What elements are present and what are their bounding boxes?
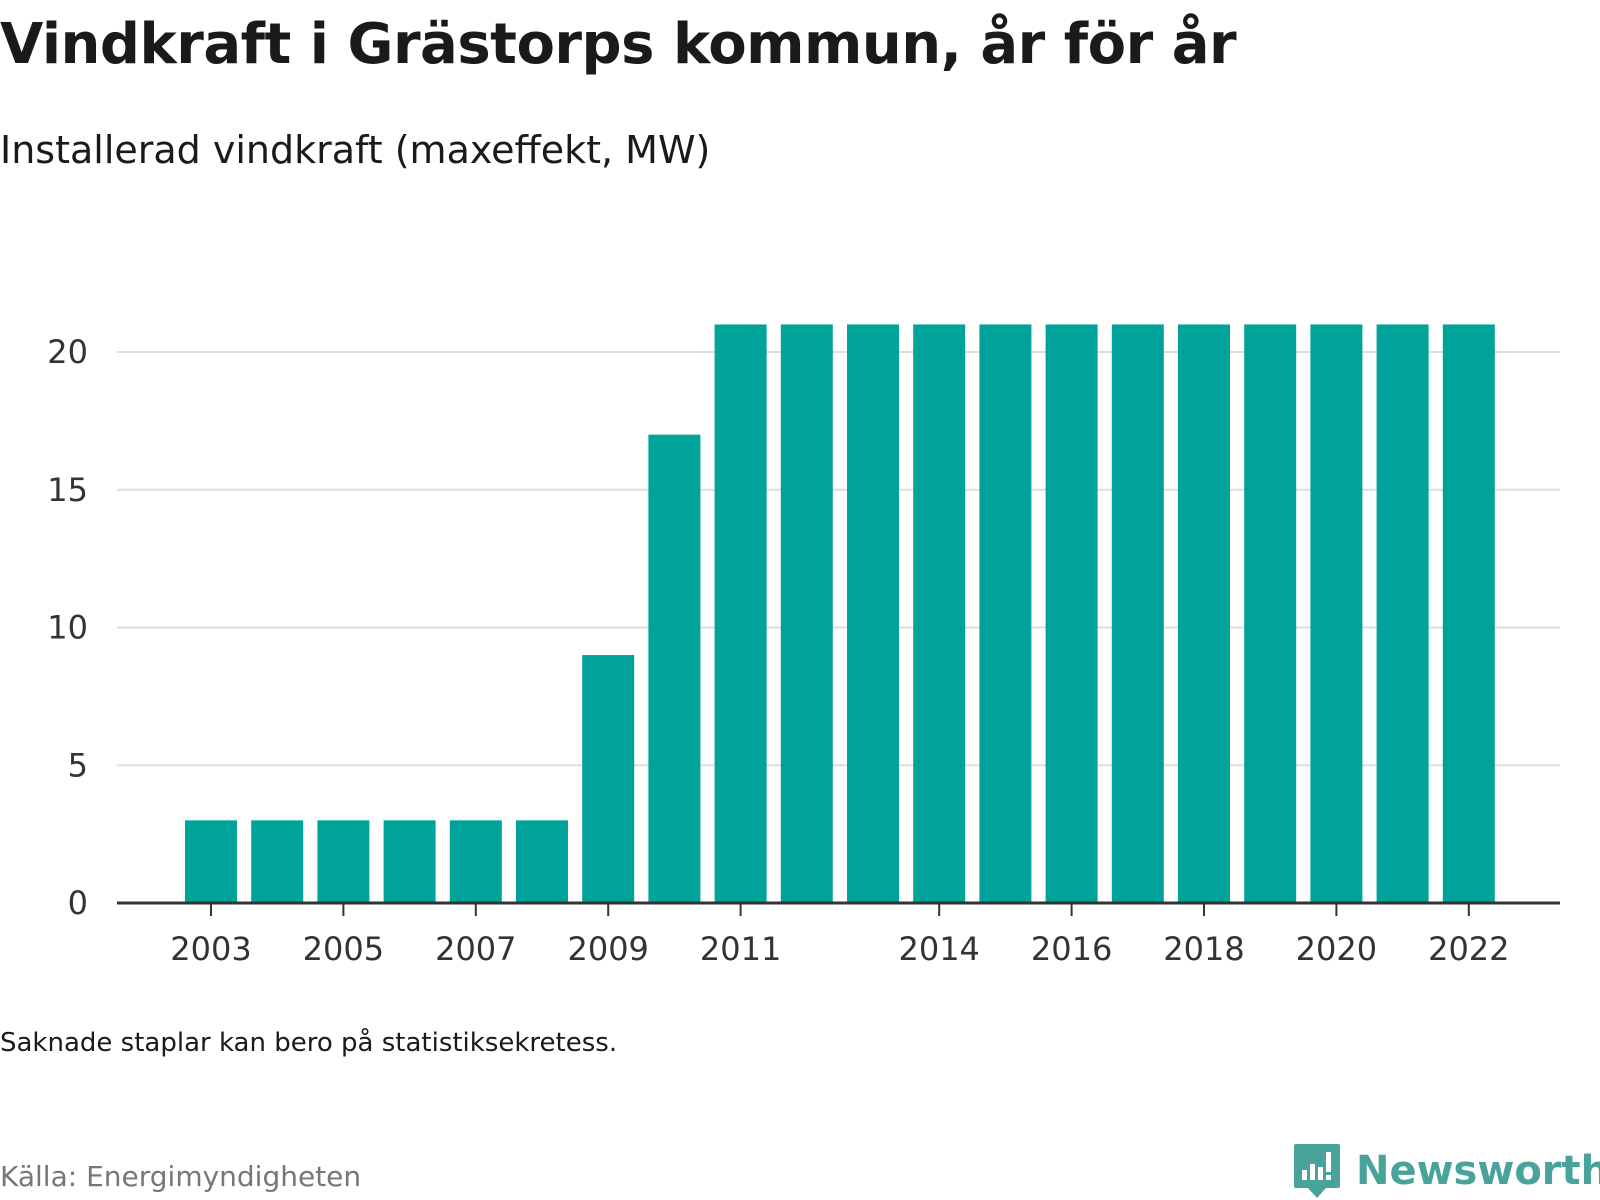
chart-title: Vindkraft i Grästorps kommun, år för år bbox=[0, 12, 1237, 77]
bar bbox=[1310, 324, 1363, 903]
y-tick-label: 10 bbox=[47, 609, 88, 647]
bar bbox=[913, 324, 966, 903]
bar bbox=[449, 820, 502, 903]
x-tick-label: 2018 bbox=[1163, 930, 1244, 968]
x-tick-label: 2014 bbox=[898, 930, 979, 968]
source-label: Källa: Energimyndigheten bbox=[0, 1160, 362, 1193]
x-tick-label: 2003 bbox=[170, 930, 251, 968]
x-tick-label: 2016 bbox=[1031, 930, 1112, 968]
x-axis-ticks: 2003 2005 2007 2009 2011 2014 2016 2018 2020 2022 bbox=[170, 903, 1510, 968]
x-tick-label: 2011 bbox=[700, 930, 781, 968]
newsworthy-logo: Newsworthy bbox=[1292, 1142, 1600, 1200]
bar bbox=[383, 820, 436, 903]
bar bbox=[185, 820, 237, 903]
y-tick-label: 0 bbox=[68, 884, 88, 922]
footnote: Saknade staplar kan bero på statistiksek… bbox=[0, 1028, 618, 1058]
x-tick-label: 2022 bbox=[1428, 930, 1509, 968]
bars bbox=[185, 324, 1495, 903]
bar bbox=[582, 655, 635, 903]
y-tick-label: 20 bbox=[47, 333, 88, 371]
y-axis-ticks: 0 5 10 15 20 bbox=[47, 333, 88, 922]
y-tick-label: 15 bbox=[47, 471, 88, 509]
x-tick-label: 2007 bbox=[435, 930, 516, 968]
bar bbox=[251, 820, 304, 903]
bar bbox=[1244, 324, 1297, 903]
bar bbox=[1178, 324, 1230, 903]
bar bbox=[1111, 324, 1164, 903]
bar bbox=[1045, 324, 1098, 903]
bar bbox=[847, 324, 899, 903]
x-tick-label: 2005 bbox=[303, 930, 384, 968]
bar bbox=[648, 434, 701, 903]
logo-text: Newsworthy bbox=[1356, 1148, 1600, 1194]
chart-subtitle: Installerad vindkraft (maxeffekt, MW) bbox=[0, 128, 711, 172]
x-tick-label: 2020 bbox=[1296, 930, 1377, 968]
bar bbox=[317, 820, 370, 903]
x-tick-label: 2009 bbox=[567, 930, 648, 968]
bar bbox=[516, 820, 568, 903]
newsworthy-logo-icon bbox=[1294, 1144, 1340, 1198]
bar bbox=[714, 324, 767, 903]
bar bbox=[979, 324, 1032, 903]
bar bbox=[1376, 324, 1429, 903]
y-tick-label: 5 bbox=[68, 746, 88, 784]
bar bbox=[1442, 324, 1495, 903]
bar bbox=[780, 324, 833, 903]
